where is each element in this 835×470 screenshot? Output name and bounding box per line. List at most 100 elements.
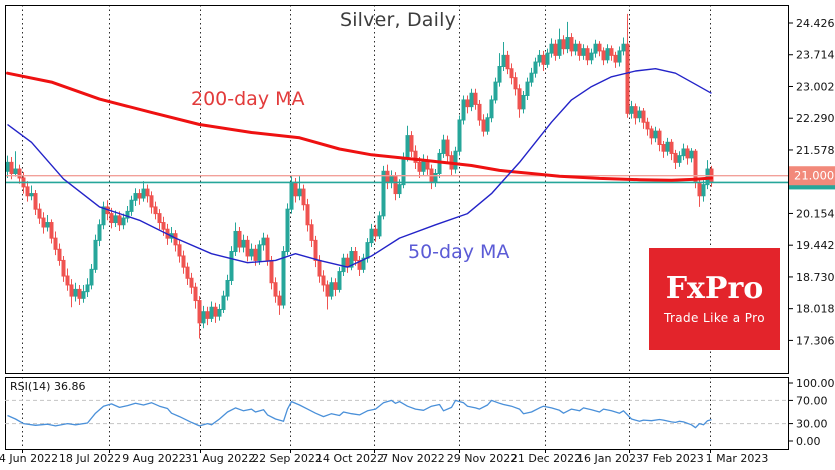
candlestick — [465, 99, 470, 108]
candlestick — [637, 110, 642, 119]
date-label: 16 Jan 2023 — [577, 452, 643, 465]
date-label: 9 Aug 2022 — [122, 452, 185, 465]
candlestick — [657, 130, 662, 146]
candlestick — [201, 311, 206, 324]
candlestick — [685, 148, 690, 159]
main-panel-border — [5, 5, 789, 374]
candlestick — [453, 150, 458, 170]
candlestick — [385, 170, 390, 183]
candlestick — [121, 217, 126, 226]
candlestick — [633, 106, 638, 119]
candlestick — [297, 188, 302, 197]
candlestick — [225, 279, 230, 297]
candlestick — [585, 48, 590, 61]
candlestick — [157, 213, 162, 224]
candlestick — [561, 39, 566, 50]
candlestick — [597, 43, 602, 52]
candlestick — [461, 99, 466, 121]
candlestick — [129, 199, 134, 212]
price-alert-tag-label[interactable]: 21.000 — [794, 169, 834, 183]
candlestick — [349, 251, 354, 268]
candlestick — [65, 275, 70, 286]
candlestick — [281, 251, 286, 306]
candlestick — [345, 257, 350, 268]
candlestick — [53, 237, 58, 250]
chart-title: Silver, Daily — [339, 9, 457, 31]
candlestick — [493, 81, 498, 101]
date-label: 18 Jul 2022 — [59, 452, 121, 465]
candlestick — [677, 155, 682, 163]
candlestick — [457, 119, 462, 152]
candlestick — [553, 43, 558, 56]
candlestick — [285, 208, 290, 253]
price-axis-label: 17.306 — [796, 334, 835, 347]
candlestick — [513, 77, 518, 90]
candlestick — [413, 150, 418, 163]
candlestick — [541, 54, 546, 65]
candlestick — [505, 54, 510, 70]
candlestick — [477, 103, 482, 121]
candlestick — [401, 157, 406, 186]
candlestick — [529, 72, 534, 83]
candlestick — [149, 195, 154, 208]
candlestick — [689, 150, 694, 159]
ma200-line — [6, 71, 713, 182]
candlestick — [113, 215, 118, 224]
date-label: 7 Feb 2023 — [642, 452, 703, 465]
candlestick — [277, 295, 282, 306]
candlestick — [393, 175, 398, 195]
candlestick — [301, 188, 306, 206]
candlestick — [249, 248, 254, 257]
date-label: 1 Mar 2023 — [706, 452, 769, 465]
candlestick — [25, 186, 30, 197]
candlestick — [641, 110, 646, 123]
candlestick — [309, 224, 314, 241]
price-axis-label: 18.018 — [796, 303, 835, 316]
candlestick — [161, 222, 166, 230]
candlestick — [13, 168, 18, 175]
rsi-axis-label: 30.00 — [796, 418, 828, 431]
candlestick — [33, 193, 38, 210]
candlestick — [289, 181, 294, 210]
candlestick — [241, 239, 246, 248]
date-label: 29 Nov 2022 — [447, 452, 517, 465]
candlestick — [605, 48, 610, 61]
candlestick — [629, 106, 634, 114]
candlestick — [473, 92, 478, 105]
candlestick — [213, 306, 218, 317]
candlestick — [665, 141, 670, 152]
candlestick — [49, 222, 54, 239]
candlestick — [481, 119, 486, 132]
date-label: 31 Aug 2022 — [185, 452, 255, 465]
candlestick — [233, 230, 238, 253]
candlestick — [313, 239, 318, 261]
candlestick — [577, 43, 582, 56]
candlestick — [417, 161, 422, 172]
price-axis-label: 23.714 — [796, 49, 835, 62]
candlestick — [197, 300, 202, 324]
ma200-annotation: 200-day MA — [191, 88, 305, 110]
date-label: 21 Dec 2022 — [511, 452, 581, 465]
candlestick — [217, 308, 222, 317]
candlestick — [409, 135, 414, 152]
candlestick — [581, 48, 586, 56]
candlestick — [141, 188, 146, 199]
candlestick — [445, 139, 450, 157]
candlestick — [77, 288, 82, 299]
candlestick — [81, 291, 86, 299]
candlestick — [669, 141, 674, 154]
price-axis-label: 19.442 — [796, 239, 835, 252]
candlestick — [41, 217, 46, 228]
price-alert-tag[interactable] — [789, 166, 835, 186]
candlestick — [61, 259, 66, 277]
candlestick — [9, 161, 14, 175]
candlestick — [273, 282, 278, 297]
candlestick — [697, 181, 702, 197]
candlestick — [325, 284, 330, 297]
candlestick — [377, 215, 382, 237]
candlestick — [265, 237, 270, 261]
candlestick — [261, 237, 266, 246]
rsi-panel-border — [5, 377, 789, 450]
candlestick — [617, 50, 622, 63]
